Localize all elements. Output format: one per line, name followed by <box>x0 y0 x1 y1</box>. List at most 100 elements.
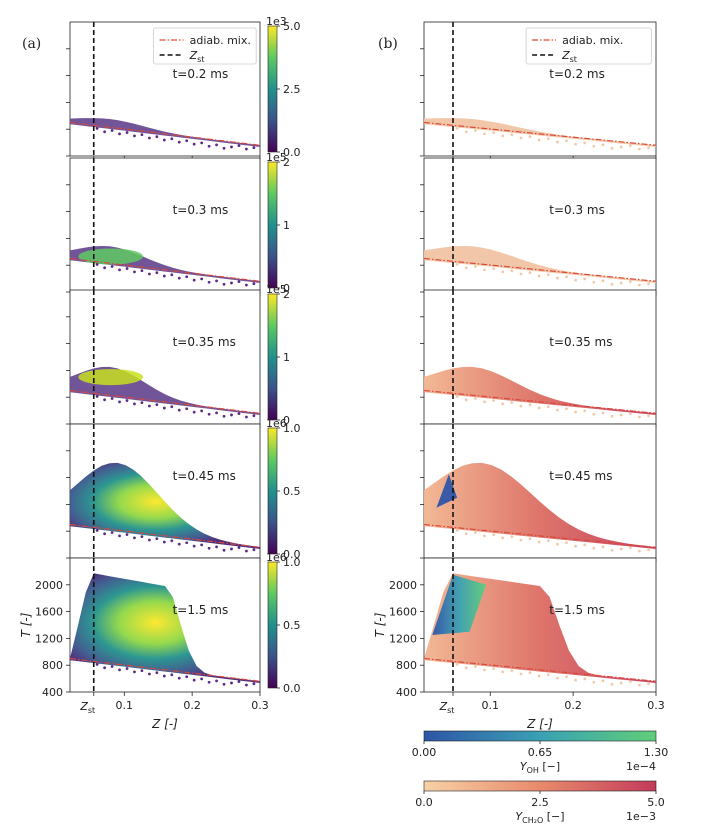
scatter-point <box>455 263 459 266</box>
colorbar-exponent: 1e6 <box>266 551 287 564</box>
legend: adiab. mix.Zst <box>525 27 652 65</box>
colorbar-exponent: 1e5 <box>266 151 287 164</box>
scatter-point <box>546 273 550 277</box>
scatter-point <box>125 131 129 134</box>
scatter-point <box>638 415 641 419</box>
time-label: t=0.3 ms <box>173 203 229 217</box>
scatter-point <box>601 279 605 283</box>
scatter-point <box>546 137 550 141</box>
oh-region <box>436 474 458 508</box>
colorbar-tick-label: 2 <box>283 288 290 301</box>
scatter-point <box>455 127 459 130</box>
scatter-point <box>170 273 174 277</box>
scatter-point <box>610 548 614 552</box>
scatter-point <box>464 532 468 536</box>
scatter-point <box>155 403 159 407</box>
scatter-point <box>110 129 114 132</box>
scatter-cloud <box>424 573 656 687</box>
colorbar-label: YOH [−] <box>520 760 560 775</box>
scatter-point <box>118 268 121 272</box>
scatter-point <box>200 141 204 145</box>
colorbar-tick-label: 1.0 <box>283 556 301 569</box>
colorbar-label-sub: CH₂O <box>522 816 543 825</box>
scatter-cloud <box>424 246 656 287</box>
scatter-point <box>537 138 541 142</box>
scatter-point <box>185 275 189 279</box>
cloud-hot-core <box>78 248 144 265</box>
colorbar-exponent: 1e−4 <box>626 760 656 773</box>
scatter-point <box>252 682 256 686</box>
panel-label-a: (a) <box>22 36 41 52</box>
scatter-point <box>155 271 159 275</box>
scatter-point <box>574 678 578 682</box>
oh-region <box>432 574 487 636</box>
scatter-point <box>245 683 248 687</box>
scatter-point <box>215 143 218 147</box>
scatter-point <box>177 276 181 280</box>
colorbar-tick-label: 0.5 <box>283 485 301 498</box>
adiabatic-mixing-line <box>423 257 657 282</box>
scatter-point <box>501 536 505 540</box>
x-tick-label: 0.2 <box>564 699 582 712</box>
scatter-point <box>118 534 121 538</box>
scatter-point <box>483 400 486 404</box>
scatter-point <box>170 673 174 677</box>
colorbar-tick-label: 0.0 <box>283 548 301 561</box>
scatter-point <box>501 270 505 274</box>
scatter-point <box>638 147 641 151</box>
scatter-point <box>528 135 532 139</box>
scatter-point <box>537 406 541 410</box>
scatter-point <box>601 411 605 415</box>
scatter-point <box>222 682 226 686</box>
scatter-point <box>155 135 159 139</box>
scatter-point <box>473 531 477 534</box>
scatter-point <box>177 676 181 680</box>
scatter-point <box>162 674 166 678</box>
x-tick-label: 0.3 <box>251 699 269 712</box>
scatter-cloud <box>70 573 260 687</box>
scatter-point <box>638 683 641 687</box>
colorbar-label-unit: [−] <box>539 760 560 773</box>
scatter-point <box>592 680 596 684</box>
y-axis-label: T [-] <box>373 612 387 637</box>
scatter-point <box>103 666 107 670</box>
adiabatic-mixing-line <box>69 657 261 682</box>
scatter-point <box>510 133 514 137</box>
scatter-point <box>510 535 514 539</box>
scatter-point <box>610 414 614 418</box>
axes-frame <box>69 157 261 293</box>
scatter-point <box>177 542 181 546</box>
scatter-point <box>455 395 459 398</box>
colorbar-tick-label: 1 <box>283 351 290 364</box>
scatter-point <box>252 282 256 286</box>
time-label: t=0.2 ms <box>173 67 229 81</box>
axes-frame <box>423 157 657 293</box>
scatter-point <box>556 276 559 280</box>
scatter-point <box>501 134 505 138</box>
colorbar-exponent: 1e5 <box>266 283 287 296</box>
legend-box <box>525 27 652 65</box>
adiabatic-mixing-line <box>423 657 657 682</box>
scatter-point <box>638 283 641 287</box>
scatter-point <box>215 279 218 283</box>
scatter-point <box>537 274 541 278</box>
scatter-point <box>192 544 196 548</box>
scatter-point <box>628 144 632 148</box>
x-tick-label-zst-sub: st <box>447 706 454 715</box>
scatter-point <box>133 536 136 540</box>
scatter-point <box>170 137 174 141</box>
time-label: t=0.2 ms <box>549 67 605 81</box>
scatter-point <box>619 547 623 551</box>
scatter-point <box>207 680 211 684</box>
scatter-point <box>140 269 144 273</box>
scatter-point <box>222 282 226 286</box>
scatter-point <box>565 407 568 411</box>
scatter-point <box>118 400 121 404</box>
x-tick-label: 0.1 <box>116 699 134 712</box>
legend-adiabatic-label: adiab. mix. <box>562 34 623 47</box>
scatter-cloud <box>70 462 260 553</box>
scatter-point <box>237 546 241 550</box>
scatter-point <box>628 680 632 684</box>
scatter-point <box>125 399 129 402</box>
